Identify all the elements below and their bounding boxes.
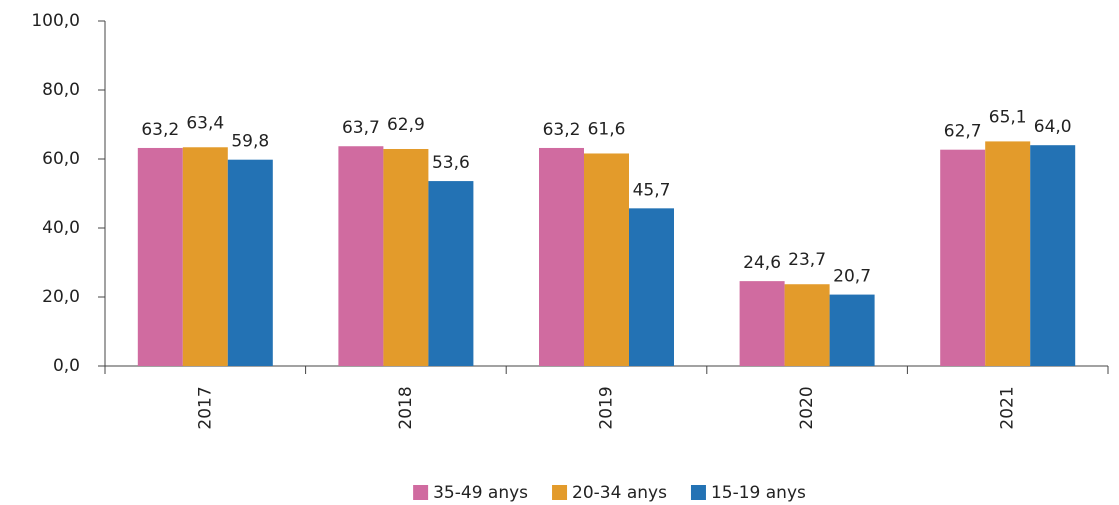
- bar: [829, 294, 875, 366]
- bar: [1030, 145, 1076, 366]
- bar: [784, 284, 830, 366]
- value-label: 61,6: [588, 119, 626, 139]
- y-tick-label: 60,0: [42, 149, 80, 169]
- bar: [338, 146, 384, 366]
- y-tick-label: 0,0: [53, 356, 80, 376]
- legend-label: 20-34 anys: [572, 483, 667, 503]
- value-label: 63,2: [141, 120, 179, 140]
- value-label: 24,6: [743, 253, 781, 273]
- legend-swatch: [413, 485, 429, 500]
- value-label: 62,9: [387, 115, 425, 135]
- bar: [428, 181, 474, 366]
- bar: [227, 159, 273, 366]
- bar: [629, 208, 674, 366]
- legend-swatch: [690, 485, 706, 500]
- value-label: 53,6: [432, 153, 470, 173]
- x-tick-label: 2020: [797, 386, 817, 429]
- y-tick-label: 100,0: [31, 11, 80, 31]
- bar: [539, 147, 584, 366]
- value-label: 59,8: [231, 132, 269, 152]
- x-tick-label: 2017: [195, 386, 215, 429]
- bar: [383, 148, 429, 366]
- x-tick-label: 2021: [998, 386, 1018, 429]
- legend-label: 35-49 anys: [433, 483, 528, 503]
- y-tick-label: 40,0: [42, 218, 80, 238]
- y-tick-label: 20,0: [42, 287, 80, 307]
- x-tick-label: 2019: [597, 386, 617, 429]
- bar: [584, 153, 629, 366]
- bar: [985, 141, 1031, 366]
- bar: [739, 281, 785, 366]
- value-label: 23,7: [788, 250, 826, 270]
- value-label: 65,1: [989, 107, 1027, 127]
- value-label: 62,7: [944, 122, 982, 142]
- value-label: 63,4: [186, 113, 224, 133]
- value-label: 20,7: [833, 267, 871, 287]
- bar: [940, 149, 986, 366]
- legend: 35-49 anys 20-34 anys 15-19 anys: [413, 483, 806, 503]
- y-tick-label: 80,0: [42, 80, 80, 100]
- value-label: 63,7: [342, 118, 380, 138]
- legend-swatch: [552, 485, 568, 500]
- legend-label: 15-19 anys: [711, 483, 806, 503]
- value-label: 45,7: [633, 180, 671, 200]
- value-label: 63,2: [543, 120, 581, 140]
- bar: [137, 147, 183, 366]
- bar: [182, 147, 228, 366]
- value-label: 64,0: [1034, 117, 1072, 137]
- x-tick-label: 2018: [396, 386, 416, 429]
